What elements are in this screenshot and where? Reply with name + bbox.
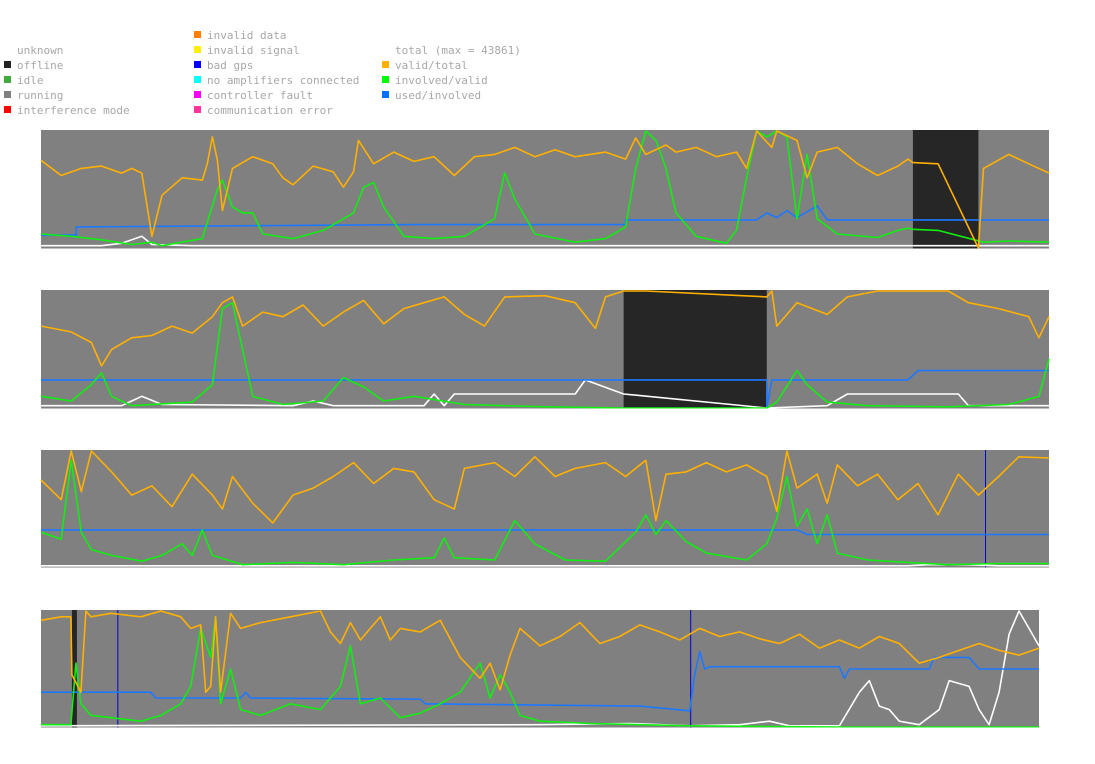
error-legend-label: invalid data — [207, 29, 287, 42]
error-legend-label: controller fault — [207, 89, 313, 102]
chart-panel-4 — [40, 610, 1040, 729]
error-legend-item: invalid signal — [194, 43, 359, 58]
total-line — [41, 563, 1049, 567]
ratio-legend-item: total (max = 43861) — [382, 43, 521, 58]
error-legend-swatch — [194, 61, 201, 68]
status-legend-label: running — [17, 89, 64, 102]
ratio-legend: total (max = 43861) valid/total involved/v… — [382, 28, 521, 103]
chart-panel-1 — [40, 130, 1050, 250]
ratio-legend-label: total (max = 43861) — [395, 44, 521, 57]
status-legend-swatch — [4, 61, 11, 68]
ratio-legend-item: valid/total — [382, 58, 521, 73]
ratio-legend-label: valid/total — [395, 59, 468, 72]
status-legend-item: idle — [4, 73, 130, 88]
offline-period — [912, 130, 979, 249]
total-line — [41, 235, 1049, 247]
used-involved-line — [41, 529, 1049, 536]
running-background — [41, 130, 1049, 249]
valid-total-line — [40, 450, 1050, 524]
ratio-legend-swatch — [382, 91, 389, 98]
offline-period — [71, 610, 77, 728]
valid-total-line — [40, 290, 1050, 367]
error-legend-swatch — [194, 106, 201, 113]
ratio-legend-label: used/involved — [395, 89, 482, 102]
ratio-legend-swatch — [382, 76, 389, 83]
used-involved-line — [41, 205, 1049, 236]
status-legend-swatch — [4, 106, 11, 113]
total-line — [41, 379, 1049, 409]
error-legend-item: invalid data — [194, 28, 359, 43]
running-background — [41, 290, 1049, 409]
ratio-legend-label: involved/valid — [395, 74, 488, 87]
status-legend-swatch — [4, 76, 11, 83]
status-legend-item: running — [4, 88, 130, 103]
status-legend: unknown offline idle running interference mo… — [4, 28, 130, 118]
valid-total-line — [40, 610, 1040, 694]
error-legend-label: invalid signal — [207, 44, 300, 57]
ratio-legend-item: involved/valid — [382, 73, 521, 88]
status-legend-label: interference mode — [17, 104, 130, 117]
status-legend-swatch — [4, 91, 11, 98]
chart-panel-3 — [40, 450, 1050, 569]
status-legend-label: idle — [17, 74, 44, 87]
error-legend-swatch — [194, 46, 201, 53]
involved-valid-line — [41, 615, 1039, 728]
error-legend: invalid data invalid signal bad gps no ampl… — [194, 28, 359, 118]
ratio-legend-item: used/involved — [382, 88, 521, 103]
ratio-legend-swatch — [382, 61, 389, 68]
error-legend-swatch — [194, 91, 201, 98]
error-legend-item: communication error — [194, 103, 359, 118]
used-involved-line — [41, 369, 1049, 409]
involved-valid-line — [40, 459, 1049, 566]
error-legend-swatch — [194, 31, 201, 38]
status-legend-item: interference mode — [4, 103, 130, 118]
total-line — [40, 610, 1040, 727]
involved-valid-line — [40, 301, 1050, 409]
error-legend-item: no amplifiers connected — [194, 73, 359, 88]
error-legend-item: controller fault — [194, 88, 359, 103]
error-legend-label: no amplifiers connected — [207, 74, 360, 87]
status-legend-item: unknown — [4, 43, 130, 58]
status-legend-label: offline — [17, 59, 64, 72]
chart-panel-2 — [40, 290, 1050, 410]
offline-period — [623, 290, 767, 409]
involved-valid-line — [40, 130, 1050, 247]
error-legend-item: bad gps — [194, 58, 359, 73]
error-legend-label: communication error — [207, 104, 333, 117]
error-legend-label: bad gps — [207, 59, 254, 72]
valid-total-line — [40, 130, 1050, 249]
error-legend-swatch — [194, 76, 201, 83]
status-legend-label: unknown — [17, 44, 64, 57]
used-involved-line — [41, 650, 1039, 712]
status-legend-item: offline — [4, 58, 130, 73]
